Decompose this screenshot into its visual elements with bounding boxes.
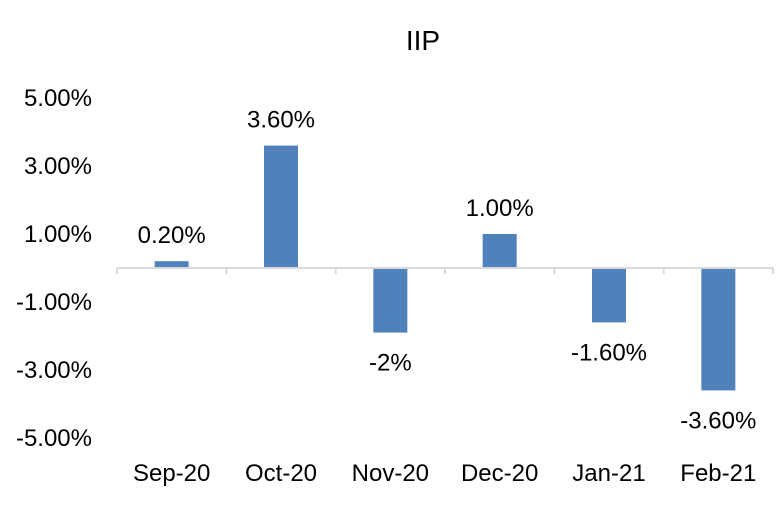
bar-oct-20 [264,145,298,268]
x-tick-label: Nov-20 [352,460,429,487]
data-label: -2% [369,350,412,377]
data-label: 0.20% [138,222,206,249]
bar-dec-20 [482,234,517,268]
data-label: -3.60% [680,407,756,434]
x-tick-label: Jan-21 [572,460,645,487]
bar-jan-21 [592,268,626,323]
data-label: 1.00% [466,195,534,222]
x-tick-label: Dec-20 [461,460,538,487]
y-tick-label: -5.00% [16,425,92,452]
bar-feb-21 [701,268,736,391]
data-label: -1.60% [571,339,647,366]
chart-title: IIP [406,25,440,56]
y-axis-ticks: 5.00% 3.00% 1.00% -1.00% -3.00% -5.00% [16,85,92,452]
bar-sep-20 [154,261,189,268]
x-tick-label: Oct-20 [245,460,317,487]
data-labels: 0.20% 3.60% -2% 1.00% -1.60% -3.60% [138,107,757,435]
bar-nov-20 [373,268,408,333]
data-label: 3.60% [247,107,315,134]
y-tick-label: -3.00% [16,357,92,384]
x-tick-label: Sep-20 [133,460,210,487]
x-axis [116,267,774,274]
y-tick-label: -1.00% [16,289,92,316]
y-tick-label: 3.00% [24,153,92,180]
x-axis-ticks: Sep-20 Oct-20 Nov-20 Dec-20 Jan-21 Feb-21 [133,460,756,487]
bars [154,145,736,391]
y-tick-label: 5.00% [24,85,92,112]
x-tick-label: Feb-21 [680,460,756,487]
y-tick-label: 1.00% [24,221,92,248]
